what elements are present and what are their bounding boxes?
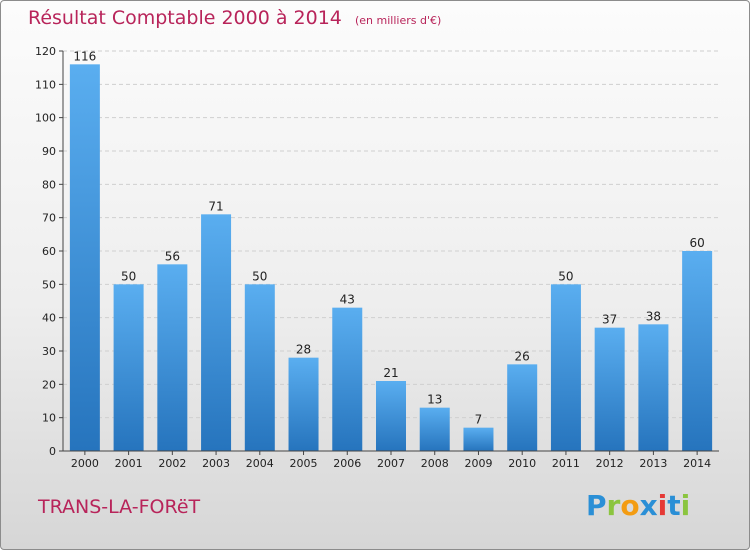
x-tick-label: 2003 <box>202 457 230 470</box>
x-tick-label: 2000 <box>71 457 99 470</box>
bar-value-label: 50 <box>252 269 267 283</box>
bar <box>550 284 581 451</box>
commune-name: TRANS-LA-FORëT <box>38 496 201 518</box>
x-tick-label: 2001 <box>115 457 143 470</box>
bar-value-label: 50 <box>121 269 136 283</box>
x-tick-label: 2007 <box>377 457 405 470</box>
y-tick-label: 70 <box>42 212 56 225</box>
chart-title: Résultat Comptable 2000 à 2014 <box>28 7 342 29</box>
logo-letter: P <box>586 489 607 522</box>
bar <box>682 251 713 451</box>
y-axis-ticks: 0 10 20 30 40 50 60 70 80 90 100 110 120 <box>35 45 56 458</box>
bar-value-label: 26 <box>515 349 530 363</box>
logo-letter: o <box>620 489 640 522</box>
logo-letter: t <box>667 489 681 522</box>
y-tick-label: 10 <box>42 412 56 425</box>
bar <box>332 307 363 451</box>
y-tick-label: 20 <box>42 378 56 391</box>
x-tick-label: 2009 <box>464 457 492 470</box>
bar-value-label: 56 <box>165 249 180 263</box>
title-row: Résultat Comptable 2000 à 2014 (en milli… <box>28 7 441 29</box>
bar-value-label: 71 <box>208 199 223 213</box>
bar-value-label: 13 <box>427 393 442 407</box>
y-tick-label: 60 <box>42 245 56 258</box>
bar <box>113 284 144 451</box>
bar-value-label: 7 <box>475 413 483 427</box>
logo-letter: r <box>606 489 621 522</box>
bar <box>201 214 232 451</box>
logo-letter: x <box>639 489 658 522</box>
bar <box>638 324 669 451</box>
logo-letter: i <box>657 489 668 522</box>
bar <box>288 357 319 451</box>
bar <box>244 284 275 451</box>
bar-value-label: 21 <box>383 366 398 380</box>
x-tick-label: 2006 <box>333 457 361 470</box>
bar-value-label: 60 <box>689 236 704 250</box>
proxiti-logo[interactable]: Proxiti <box>586 489 690 522</box>
x-tick-label: 2005 <box>290 457 318 470</box>
bar <box>594 327 625 451</box>
y-tick-label: 80 <box>42 178 56 191</box>
y-tick-label: 30 <box>42 345 56 358</box>
bar-value-label: 38 <box>646 309 661 323</box>
x-tick-label: 2011 <box>552 457 580 470</box>
bar <box>463 427 494 451</box>
x-tick-label: 2008 <box>421 457 449 470</box>
y-tick-label: 110 <box>35 78 56 91</box>
y-tick-label: 40 <box>42 312 56 325</box>
bar <box>419 407 450 451</box>
bar <box>69 64 100 452</box>
bar-value-label: 50 <box>558 269 573 283</box>
bar-value-label: 43 <box>340 293 355 307</box>
x-tick-label: 2010 <box>508 457 536 470</box>
bar-value-label: 37 <box>602 313 617 327</box>
bar <box>157 264 188 451</box>
y-tick-label: 120 <box>35 45 56 58</box>
y-tick-label: 100 <box>35 112 56 125</box>
bar-value-label: 116 <box>73 49 96 63</box>
bar <box>376 381 406 451</box>
logo-letter: i <box>680 489 691 522</box>
y-tick-label: 0 <box>49 445 56 458</box>
bar <box>507 364 538 451</box>
x-tick-label: 2012 <box>596 457 624 470</box>
x-tick-label: 2013 <box>639 457 667 470</box>
x-tick-label: 2002 <box>158 457 186 470</box>
x-tick-label: 2004 <box>246 457 274 470</box>
y-tick-label: 50 <box>42 278 56 291</box>
y-tick-label: 90 <box>42 145 56 158</box>
x-tick-label: 2014 <box>683 457 711 470</box>
bars: 116 50 56 71 50 28 43 21 13 7 26 50 37 38 60 <box>69 49 713 452</box>
x-axis-ticks: 2000 2001 2002 2003 2004 2005 2006 2007 2008 2009… <box>71 451 711 470</box>
bar-value-label: 28 <box>296 343 311 357</box>
chart-subtitle: (en milliers d'€) <box>354 14 442 27</box>
